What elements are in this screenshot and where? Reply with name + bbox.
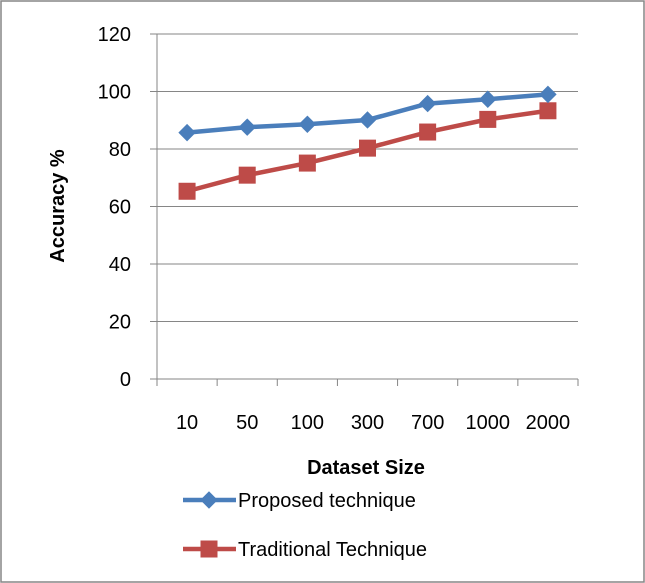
data-point [178, 123, 196, 142]
series-layer [178, 85, 557, 200]
y-tick-label: 40 [109, 254, 131, 276]
y-tick-labels: 0 20 40 60 80 100 120 [98, 24, 131, 391]
series-diamond [178, 85, 557, 142]
data-point [178, 182, 196, 200]
legend-item: Traditional Technique [183, 539, 427, 561]
data-point [298, 115, 317, 133]
x-tick-label: 700 [411, 412, 444, 434]
data-point [539, 102, 557, 120]
gridlines [157, 33, 578, 322]
y-tick-label: 60 [109, 197, 131, 219]
y-tick-label: 120 [98, 24, 131, 46]
y-tick-label: 100 [98, 82, 131, 104]
data-point [298, 154, 316, 172]
legend-label: Traditional Technique [238, 539, 427, 561]
data-point [479, 110, 497, 128]
x-axis-label: Dataset Size [307, 457, 425, 479]
data-point [539, 85, 557, 104]
y-tick-label: 80 [109, 139, 131, 161]
x-tick-label: 10 [176, 412, 198, 434]
x-tick-label: 2000 [526, 412, 571, 434]
y-axis-label: Accuracy % [47, 149, 69, 263]
y-tick-label: 0 [120, 369, 131, 391]
series-square [178, 102, 557, 200]
legend-item: Proposed technique [183, 490, 416, 512]
data-point [479, 90, 497, 108]
axes [150, 33, 579, 386]
data-point [238, 166, 256, 184]
data-point [238, 118, 256, 136]
legend: Proposed technique Traditional Technique [183, 490, 427, 561]
data-point [418, 94, 437, 113]
legend-label: Proposed technique [238, 490, 416, 512]
legend-marker [200, 491, 218, 509]
x-tick-label: 100 [291, 412, 324, 434]
y-tick-label: 20 [109, 312, 131, 334]
data-point [359, 139, 376, 157]
x-tick-label: 50 [236, 412, 258, 434]
data-point [419, 123, 437, 141]
data-point [358, 111, 377, 129]
x-tick-label: 300 [351, 412, 384, 434]
legend-marker [200, 540, 218, 558]
x-tick-label: 1000 [466, 412, 511, 434]
x-tick-labels: 10 50 100 300 700 1000 2000 [176, 412, 570, 434]
